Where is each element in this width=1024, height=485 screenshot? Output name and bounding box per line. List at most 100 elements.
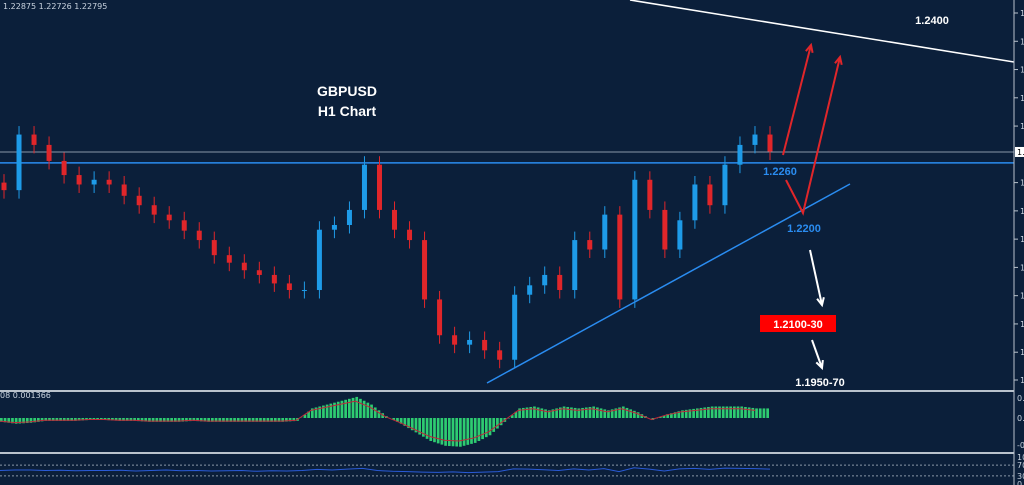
axis-tick-label: 1.23370 [1020, 94, 1024, 103]
bear-candle [196, 230, 202, 241]
macd-histogram-bar [714, 406, 718, 418]
macd-histogram-bar [633, 410, 636, 418]
macd-histogram-bar [314, 407, 318, 418]
bull-candle [677, 220, 683, 250]
macd-histogram-bar [251, 418, 255, 422]
macd-histogram-bar [66, 418, 70, 421]
bear-candle [587, 240, 593, 250]
bear-candle [166, 214, 172, 221]
ascending-trendline [486, 183, 851, 384]
macd-histogram-bar [695, 408, 699, 418]
macd-histogram-bar [610, 409, 614, 418]
macd-histogram-bar [359, 398, 362, 418]
bear-candle [121, 184, 127, 196]
macd-histogram-bar [99, 418, 103, 420]
macd-histogram-bar [362, 400, 366, 418]
axis-tick-label: 1.21570 [1020, 263, 1024, 272]
bull-candle [346, 209, 352, 226]
macd-histogram-bar [525, 407, 529, 418]
macd-histogram-bar [414, 418, 418, 433]
bear-candle [662, 209, 668, 250]
macd-axis-label: 0.00 [1017, 414, 1024, 423]
macd-histogram-bar [418, 418, 422, 435]
macd-histogram-bar [447, 418, 451, 447]
macd-histogram-bar [481, 418, 484, 440]
macd-histogram-bar [148, 418, 151, 422]
macd-histogram-bar [207, 418, 211, 422]
macd-histogram-bar [7, 418, 11, 423]
axis-tick-label: 1.23970 [1020, 37, 1024, 46]
macd-histogram-bar [92, 418, 96, 420]
macd-histogram-bar [40, 418, 44, 422]
macd-histogram-bar [459, 418, 462, 447]
macd-histogram-bar [707, 406, 710, 418]
macd-histogram-bar [277, 418, 281, 422]
bear-candle [211, 240, 217, 256]
macd-histogram-bar [677, 411, 681, 418]
macd-histogram-bar [51, 418, 55, 421]
rsi-axis-label: 100 [1017, 453, 1024, 462]
macd-readout: 08 0.001366 [0, 391, 51, 400]
rsi-axis-label: 30 [1017, 472, 1024, 481]
macd-histogram-bar [433, 418, 436, 443]
macd-histogram-bar [307, 411, 310, 418]
level-label: 1.2260 [763, 166, 797, 178]
macd-histogram-bar [699, 407, 703, 418]
macd-histogram-bar [322, 405, 325, 418]
price-axis[interactable]: 1.24270 1.23970 1.23670 1.23370 1.23070 1.224… [1014, 9, 1024, 485]
macd-histogram-bar [203, 418, 207, 422]
macd-histogram-bar [25, 418, 29, 424]
macd-histogram-bar [492, 418, 496, 432]
macd-histogram-bar [451, 418, 455, 447]
bear-candle [647, 179, 653, 210]
bull-candle [737, 144, 743, 165]
macd-histogram-bar [0, 418, 3, 422]
macd-histogram-bar [440, 418, 444, 445]
bear-candle [767, 134, 773, 152]
macd-histogram-bar [732, 406, 736, 418]
bull-candle [602, 214, 608, 250]
macd-histogram-bar [666, 414, 670, 418]
bear-candle [497, 350, 503, 360]
macd-histogram-bar [222, 418, 225, 422]
target-box [760, 315, 836, 332]
bull-candle [572, 240, 578, 291]
bear-candle [557, 274, 563, 291]
bear-candle [1, 182, 7, 191]
macd-histogram-bar [425, 418, 429, 439]
macd-histogram-bar [721, 406, 725, 418]
macd-histogram-bar [618, 407, 621, 418]
axis-tick-label: 1.20970 [1020, 320, 1024, 329]
macd-histogram-bar [248, 418, 251, 422]
macd-histogram-bar [621, 406, 625, 418]
macd-histogram-bar [718, 406, 721, 418]
macd-histogram-bar [162, 418, 166, 422]
macd-histogram-bar [181, 418, 185, 422]
ohlc-readout: 1.22875 1.22726 1.22795 [3, 2, 107, 11]
macd-histogram-bar [377, 410, 381, 418]
macd-histogram-bar [703, 407, 707, 418]
macd-histogram-bar [218, 418, 222, 422]
chart-title-timeframe: H1 Chart [318, 103, 377, 119]
macd-histogram-bar [510, 415, 514, 418]
level-label: 1.2200 [787, 223, 821, 235]
macd-histogram-bar [303, 414, 307, 418]
macd-histogram-bar [151, 418, 155, 422]
macd-histogram-bar [747, 407, 751, 418]
bear-candle [76, 175, 82, 185]
macd-histogram-bar [566, 406, 570, 418]
macd-histogram-bar [325, 404, 329, 418]
bear-candle [422, 240, 428, 300]
macd-histogram-bar [118, 418, 122, 421]
bull-candle [512, 294, 518, 360]
macd-histogram-bar [77, 418, 81, 421]
macd-histogram-bar [22, 418, 25, 424]
macd-histogram-bar [581, 407, 584, 418]
macd-histogram-bar [681, 410, 684, 418]
bear-candle [106, 179, 112, 185]
macd-histogram-bar [603, 409, 607, 418]
macd-histogram-bar [466, 418, 470, 445]
macd-histogram-bar [155, 418, 159, 422]
macd-histogram-bar [729, 406, 732, 418]
